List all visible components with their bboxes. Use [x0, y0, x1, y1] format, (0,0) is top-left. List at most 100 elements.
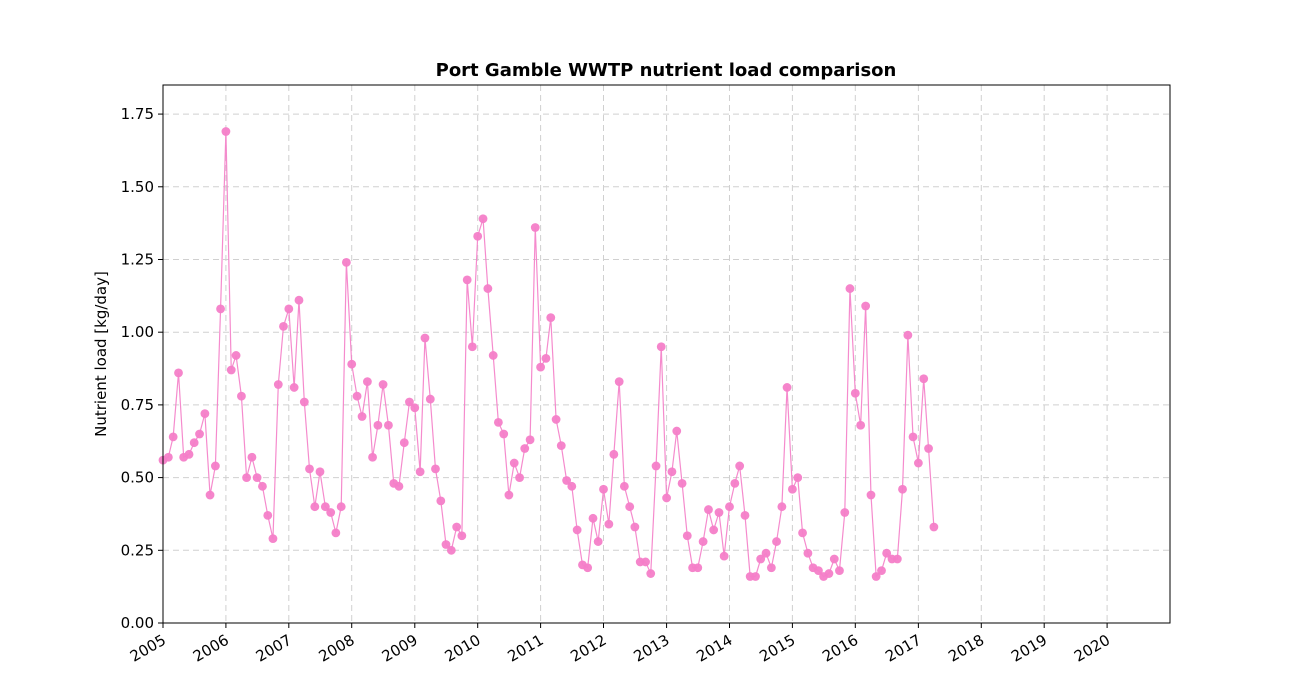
- data-point: [719, 551, 729, 561]
- data-point: [756, 554, 766, 564]
- data-point: [289, 383, 299, 392]
- data-point: [268, 534, 278, 544]
- data-point: [814, 566, 823, 576]
- data-point: [662, 493, 671, 503]
- data-point: [493, 417, 503, 427]
- data-point: [394, 481, 404, 491]
- data-point: [593, 537, 603, 546]
- data-point: [919, 374, 929, 384]
- data-point: [326, 508, 336, 517]
- chart-title: Port Gamble WWTP nutrient load compariso…: [436, 60, 897, 81]
- data-point: [730, 479, 740, 488]
- data-point: [682, 531, 692, 541]
- data-point: [467, 342, 477, 352]
- data-point: [189, 438, 199, 448]
- data-point: [536, 362, 545, 372]
- series-layer: [158, 127, 939, 581]
- data-point: [504, 490, 514, 500]
- data-point: [473, 231, 483, 241]
- data-point: [619, 481, 629, 491]
- data-point: [163, 452, 173, 462]
- data-point: [336, 502, 346, 512]
- data-point: [320, 502, 330, 512]
- data-point: [588, 513, 598, 523]
- data-point: [221, 127, 231, 136]
- data-point: [656, 342, 666, 352]
- data-point: [436, 496, 446, 506]
- data-point: [604, 519, 614, 529]
- y-axis: 0.00 0.25 0.50 0.75 1.00 1.25 1.50 1.75: [121, 105, 163, 632]
- data-point: [551, 415, 561, 424]
- data-point: [520, 444, 530, 453]
- y-tick-label: 0.25: [121, 541, 154, 559]
- data-point: [446, 545, 456, 555]
- data-point: [252, 473, 262, 482]
- data-point: [515, 473, 524, 482]
- x-axis: 2005 2006 2007 2008 2009 2010 2011 2012 2013 2014…: [127, 623, 1113, 666]
- data-point: [625, 502, 635, 512]
- data-point: [452, 522, 462, 532]
- data-point: [803, 548, 813, 558]
- x-tick-label: 2017: [882, 631, 924, 666]
- data-point: [835, 566, 844, 576]
- x-tick-label: 2005: [127, 631, 169, 666]
- data-point: [310, 502, 320, 512]
- data-point: [641, 557, 650, 567]
- x-tick-label: 2020: [1071, 631, 1113, 666]
- data-point: [714, 508, 724, 517]
- data-point: [871, 572, 881, 581]
- data-point: [903, 330, 913, 340]
- data-point: [761, 548, 771, 558]
- data-point: [556, 441, 566, 451]
- data-point: [877, 566, 886, 576]
- data-point: [478, 214, 488, 224]
- data-point: [205, 490, 215, 500]
- data-point: [751, 572, 760, 581]
- x-tick-label: 2010: [442, 631, 484, 666]
- data-point: [384, 420, 393, 430]
- x-tick-label: 2009: [379, 631, 421, 666]
- data-point: [866, 490, 876, 500]
- data-point: [845, 284, 855, 293]
- data-point: [766, 563, 776, 573]
- data-point: [184, 449, 194, 459]
- x-tick-label: 2012: [567, 631, 609, 666]
- data-point: [725, 502, 734, 512]
- y-tick-label: 1.25: [121, 250, 154, 268]
- data-point: [457, 531, 467, 541]
- data-point: [263, 511, 273, 520]
- data-point: [247, 452, 257, 462]
- data-point: [898, 484, 907, 494]
- data-point: [546, 313, 556, 323]
- data-point: [315, 467, 325, 477]
- data-point: [850, 388, 860, 398]
- x-tick-label: 2008: [316, 631, 358, 666]
- data-point: [698, 537, 708, 546]
- data-point: [882, 548, 892, 558]
- data-point: [525, 435, 535, 445]
- x-tick-label: 2016: [819, 631, 861, 666]
- data-point: [541, 353, 551, 363]
- x-tick-label: 2018: [945, 631, 987, 666]
- data-point: [347, 359, 357, 369]
- data-point: [341, 257, 351, 267]
- data-point: [740, 511, 750, 520]
- data-point: [924, 444, 933, 453]
- data-point: [583, 563, 593, 573]
- data-point: [798, 528, 807, 538]
- data-point: [829, 554, 839, 564]
- data-point: [431, 464, 440, 474]
- x-tick-label: 2011: [505, 631, 547, 666]
- data-point: [735, 461, 745, 471]
- data-point: [415, 467, 425, 477]
- data-point: [929, 522, 939, 532]
- data-point: [782, 383, 792, 392]
- y-axis-label: Nutrient load [kg/day]: [92, 271, 110, 437]
- data-point: [913, 458, 923, 468]
- data-point: [777, 502, 787, 512]
- data-point: [294, 295, 304, 305]
- data-point: [299, 397, 309, 407]
- data-point: [488, 351, 498, 360]
- data-point: [305, 464, 314, 474]
- data-point: [168, 432, 178, 442]
